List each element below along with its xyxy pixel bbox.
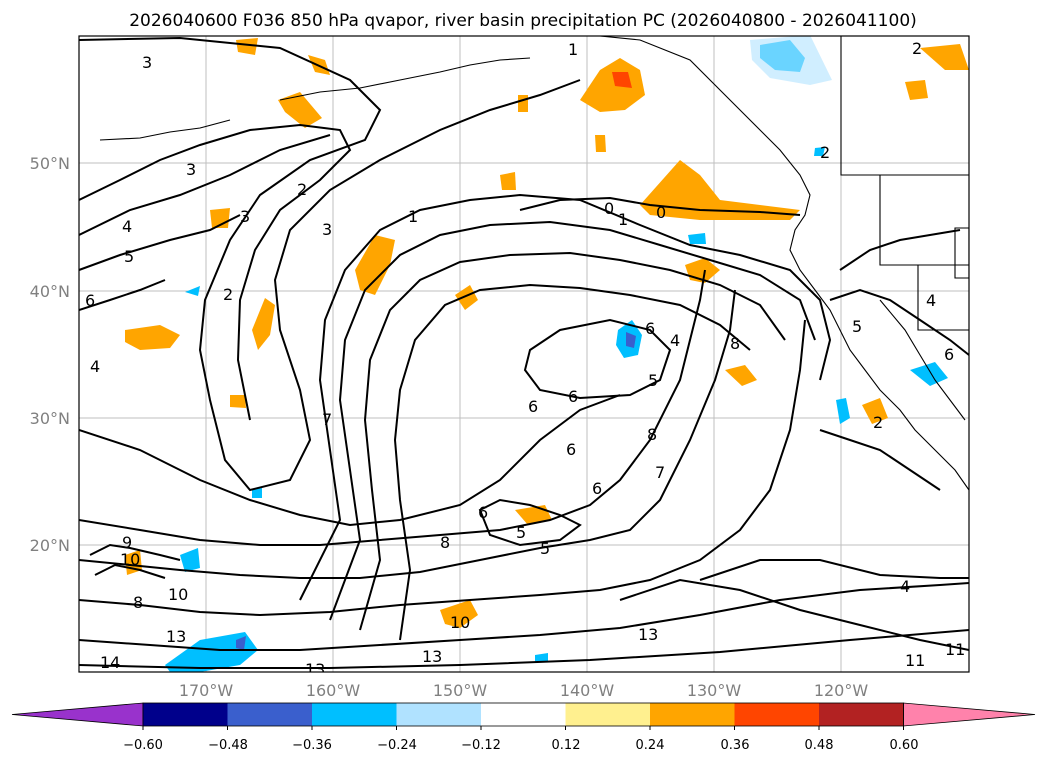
contour-label: 5 [516, 523, 526, 542]
latitude-labels: 50°N 40°N 30°N 20°N [30, 154, 70, 555]
contour-label: 3 [186, 160, 196, 179]
contour-label: 0 [604, 199, 614, 218]
contour-label: 2 [297, 180, 307, 199]
lon-label: 140°W [560, 681, 615, 700]
lon-label: 160°W [306, 681, 361, 700]
contour-label: 2 [820, 143, 830, 162]
contour-label: 8 [440, 533, 450, 552]
contour-label: 10 [120, 550, 140, 569]
contour-label: 3 [322, 220, 332, 239]
contour-label: 4 [900, 577, 910, 596]
lat-label: 20°N [30, 536, 70, 555]
colorbar-tick-label: 0.24 [636, 738, 665, 753]
contour-label: 4 [90, 357, 100, 376]
colorbar-segment [481, 703, 566, 726]
colorbar-segment [312, 703, 397, 726]
contour-label: 6 [528, 397, 538, 416]
contour-label: 5 [648, 371, 658, 390]
contour-label: 13 [305, 660, 325, 679]
negative-precip-shading [165, 36, 948, 672]
contour-label: 2 [873, 413, 883, 432]
colorbar-tick-label: 0.12 [552, 738, 581, 753]
contour-label: 11 [945, 640, 965, 659]
contour-label: 8 [133, 593, 143, 612]
lon-label: 150°W [433, 681, 488, 700]
colorbar-extend-high [903, 702, 1036, 727]
colorbar-segment [650, 703, 735, 726]
contour-label: 13 [166, 627, 186, 646]
contour-label: 2 [223, 285, 233, 304]
contour-label: 14 [100, 653, 120, 672]
contour-label: 3 [142, 53, 152, 72]
colorbar-segment [819, 703, 904, 726]
contour-label: 6 [944, 345, 954, 364]
contour-label: 4 [670, 331, 680, 350]
coastlines [99, 36, 969, 491]
lat-label: 40°N [30, 282, 70, 301]
chart-title: 2026040600 F036 850 hPa qvapor, river ba… [129, 11, 917, 31]
lon-label: 120°W [814, 681, 869, 700]
colorbar-segment [396, 703, 482, 726]
contour-label: 6 [592, 479, 602, 498]
colorbar-extend-low [11, 702, 144, 727]
contour-label: 1 [408, 207, 418, 226]
longitude-labels: 170°W 160°W 150°W 140°W 130°W 120°W [179, 681, 869, 700]
lat-label: 50°N [30, 154, 70, 173]
contour-label: 8 [647, 425, 657, 444]
contour-label: 13 [422, 647, 442, 666]
colorbar-tick-label: −0.12 [461, 738, 501, 753]
colorbar-tick-labels: −0.60 −0.48 −0.36 −0.24 −0.12 0.12 0.24 … [123, 738, 918, 753]
contour-label: 10 [450, 613, 470, 632]
contour-label: 5 [540, 539, 550, 558]
colorbar-segment [143, 703, 228, 726]
contour-label: 6 [645, 319, 655, 338]
contour-label: 4 [926, 291, 936, 310]
contour-label: 6 [85, 291, 95, 310]
colorbar-segment [565, 703, 651, 726]
colorbar-tick-label: −0.24 [377, 738, 417, 753]
map-area: 3 3 3 3 2 2 2 1 1 1 0 0 4 5 5 6 6 6 6 6 [78, 35, 970, 679]
contour-label: 10 [168, 585, 188, 604]
contour-label: 13 [638, 625, 658, 644]
contour-label: 1 [618, 210, 628, 229]
qvapor-contours [79, 36, 969, 669]
colorbar-segment [734, 703, 820, 726]
colorbar-tick-label: 0.60 [890, 738, 919, 753]
contour-label: 0 [656, 203, 666, 222]
contour-label: 5 [852, 317, 862, 336]
contour-label: 2 [912, 39, 922, 58]
colorbar-segment [227, 703, 313, 726]
contour-labels: 3 3 3 3 2 2 2 1 1 1 0 0 4 5 5 6 6 6 6 6 [85, 39, 965, 679]
colorbar-tick-label: 0.48 [805, 738, 834, 753]
colorbar-tick-label: −0.36 [292, 738, 332, 753]
lon-label: 130°W [687, 681, 742, 700]
lat-label: 30°N [30, 409, 70, 428]
colorbar [11, 702, 1036, 730]
colorbar-tick-label: −0.48 [208, 738, 248, 753]
colorbar-tick-label: −0.60 [123, 738, 163, 753]
contour-label: 7 [322, 410, 332, 429]
contour-label: 6 [568, 387, 578, 406]
contour-label: 7 [655, 463, 665, 482]
contour-label: 6 [566, 440, 576, 459]
positive-precip-shading [125, 38, 969, 628]
contour-label: 6 [478, 503, 488, 522]
contour-label: 11 [905, 651, 925, 670]
colorbar-outline [142, 702, 904, 727]
lon-label: 170°W [179, 681, 234, 700]
contour-label: 3 [240, 207, 250, 226]
contour-label: 8 [730, 334, 740, 353]
contour-label: 1 [568, 40, 578, 59]
contour-label: 5 [124, 247, 134, 266]
contour-label: 9 [122, 533, 132, 552]
colorbar-tick-label: 0.36 [721, 738, 750, 753]
contour-label: 4 [122, 217, 132, 236]
